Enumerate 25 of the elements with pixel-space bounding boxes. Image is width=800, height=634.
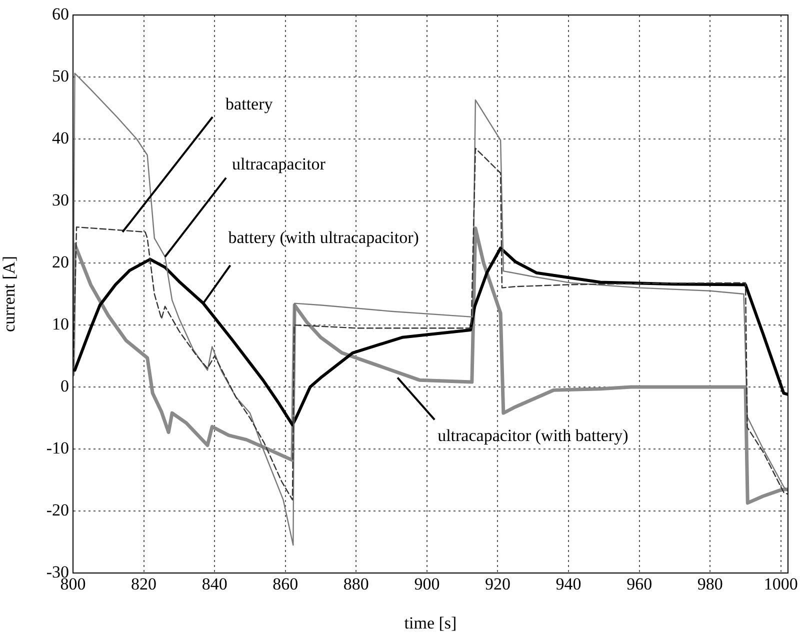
- x-tick-label: 840: [202, 574, 228, 594]
- y-tick-label: 60: [52, 4, 69, 24]
- x-tick-label: 880: [343, 574, 369, 594]
- annotation: ultracapacitor (with battery): [438, 426, 628, 446]
- y-tick-label: 30: [52, 190, 69, 210]
- y-tick-label: 10: [52, 314, 69, 334]
- x-tick-label: 820: [131, 574, 157, 594]
- y-tick-label: -10: [46, 438, 69, 458]
- y-tick-label: 0: [60, 376, 69, 396]
- annotation: battery: [226, 94, 274, 114]
- y-tick-label: 40: [52, 128, 69, 148]
- x-tick-label: 1000: [764, 574, 798, 594]
- y-tick-label: 20: [52, 252, 69, 272]
- y-tick-label: -20: [46, 500, 69, 520]
- x-tick-label: 900: [414, 574, 440, 594]
- annotation: battery (with ultracapacitor): [228, 228, 419, 247]
- x-tick-label: 860: [272, 574, 298, 594]
- annotation: ultracapacitor: [232, 154, 326, 174]
- y-tick-label: 50: [52, 66, 69, 86]
- x-tick-label: 960: [626, 574, 652, 594]
- y-axis-title: current [A]: [0, 256, 19, 332]
- x-tick-label: 920: [484, 574, 510, 594]
- x-tick-label: 980: [697, 574, 723, 594]
- x-axis-title: time [s]: [404, 613, 457, 632]
- x-tick-label: 940: [556, 574, 582, 594]
